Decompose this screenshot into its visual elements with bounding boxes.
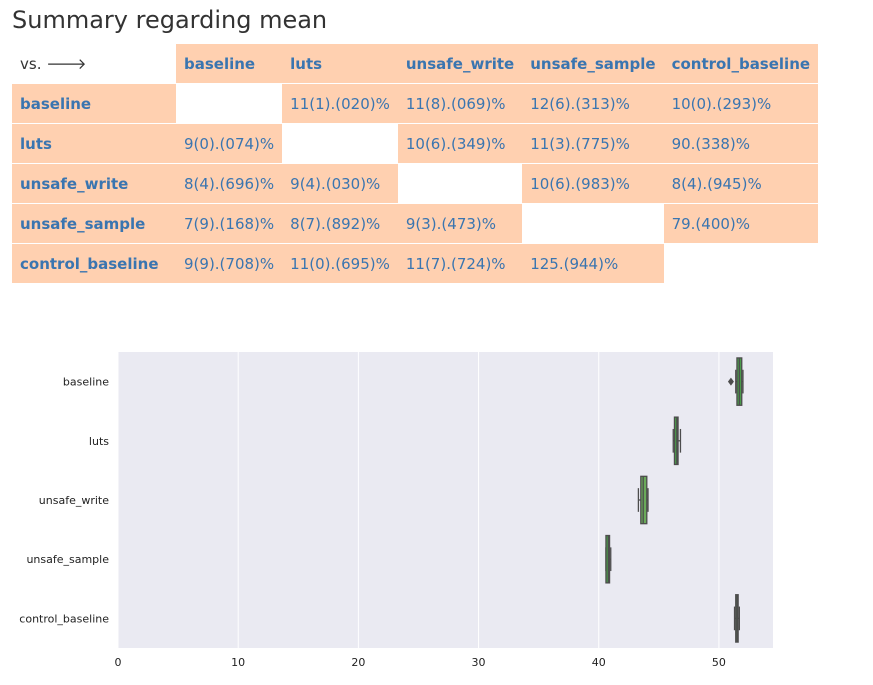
row-header: unsafe_write bbox=[12, 163, 176, 204]
table-cell: 10(0).(293)% bbox=[663, 83, 819, 124]
y-tick-label: unsafe_sample bbox=[26, 553, 109, 566]
y-tick-label: baseline bbox=[63, 376, 109, 389]
x-tick-label: 50 bbox=[712, 656, 726, 669]
table-row: control_baseline 9(9).(708)% 11(0).(695)… bbox=[12, 243, 819, 284]
table-cell-empty bbox=[282, 123, 398, 164]
y-tick-label: control_baseline bbox=[19, 612, 109, 625]
y-tick-label: luts bbox=[89, 435, 109, 448]
table-cell-empty bbox=[397, 163, 523, 204]
row-header: baseline bbox=[12, 83, 176, 124]
table-cell: 11(7).(724)% bbox=[397, 243, 523, 284]
table-cell: 11(0).(695)% bbox=[282, 243, 398, 284]
table-cell: 10(6).(983)% bbox=[522, 163, 664, 204]
column-header: unsafe_write bbox=[397, 44, 523, 84]
table-cell: 11(8).(069)% bbox=[397, 83, 523, 124]
table-cell: 8(4).(945)% bbox=[663, 163, 819, 204]
x-tick-label: 10 bbox=[231, 656, 245, 669]
table-cell: 125.(944)% bbox=[522, 243, 664, 284]
table-cell: 9(9).(708)% bbox=[176, 243, 283, 284]
table-cell: 8(4).(696)% bbox=[176, 163, 283, 204]
table-cell: 7(9).(168)% bbox=[176, 203, 283, 244]
outlier-point bbox=[727, 377, 734, 386]
x-tick-label: 40 bbox=[592, 656, 606, 669]
table-row: baseline 11(1).(020)% 11(8).(069)% 12(6)… bbox=[12, 83, 819, 124]
table-cell: 11(1).(020)% bbox=[282, 83, 398, 124]
table-cell: 10(6).(349)% bbox=[397, 123, 523, 164]
table-cell-blank bbox=[664, 244, 819, 284]
summary-table: vs. 🡒 baseline luts unsafe_write unsafe_… bbox=[12, 44, 819, 284]
box-plot: 0 10 20 30 40 50 baseline luts unsafe_writeunsaf… bbox=[19, 352, 773, 669]
table-row: unsafe_write 8(4).(696)% 9(4).(030)% 10(… bbox=[12, 163, 819, 204]
y-tick-label: unsafe_write bbox=[39, 494, 109, 507]
x-tick-label: 0 bbox=[115, 656, 122, 669]
table-cell: 11(3).(775)% bbox=[522, 123, 664, 164]
row-header: luts bbox=[12, 123, 176, 164]
row-header: unsafe_sample bbox=[12, 203, 176, 244]
table-cell-empty bbox=[176, 83, 283, 124]
table-header-row: vs. 🡒 baseline luts unsafe_write unsafe_… bbox=[12, 44, 819, 84]
table-cell: 79.(400)% bbox=[663, 203, 819, 244]
column-header: baseline bbox=[176, 44, 283, 84]
table-corner-label: vs. 🡒 bbox=[12, 44, 176, 84]
table-cell: 90.(338)% bbox=[663, 123, 819, 164]
table-cell: 9(3).(473)% bbox=[397, 203, 523, 244]
table-row: unsafe_sample 7(9).(168)% 8(7).(892)% 9(… bbox=[12, 203, 819, 244]
row-header: control_baseline bbox=[12, 243, 176, 284]
column-header: luts bbox=[282, 44, 398, 84]
column-header: unsafe_sample bbox=[522, 44, 664, 84]
table-cell-empty bbox=[522, 203, 664, 244]
x-tick-label: 20 bbox=[351, 656, 365, 669]
x-tick-label: 30 bbox=[472, 656, 486, 669]
table-cell: 9(0).(074)% bbox=[176, 123, 283, 164]
plot-area bbox=[118, 352, 773, 648]
page-title: Summary regarding mean bbox=[12, 6, 328, 34]
table-row: luts 9(0).(074)% 10(6).(349)% 11(3).(775… bbox=[12, 123, 819, 164]
table-cell: 9(4).(030)% bbox=[282, 163, 398, 204]
table-cell: 8(7).(892)% bbox=[282, 203, 398, 244]
column-header: control_baseline bbox=[663, 44, 819, 84]
table-cell: 12(6).(313)% bbox=[522, 83, 664, 124]
